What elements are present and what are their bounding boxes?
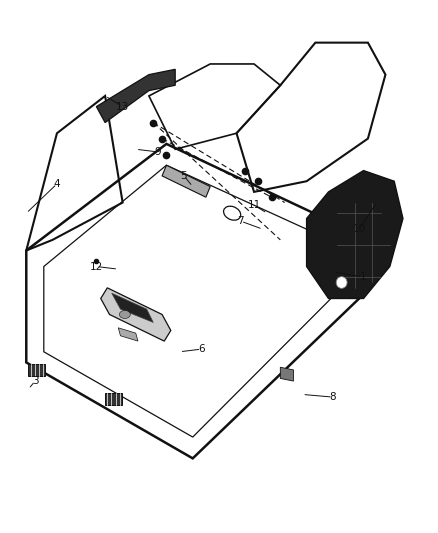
Polygon shape [28, 364, 45, 376]
Text: 11: 11 [247, 200, 261, 210]
Text: 4: 4 [53, 179, 60, 189]
Text: 3: 3 [32, 376, 39, 386]
Polygon shape [105, 393, 122, 405]
Text: 5: 5 [180, 171, 187, 181]
Text: 12: 12 [90, 262, 103, 271]
Polygon shape [162, 165, 210, 197]
Ellipse shape [119, 310, 130, 318]
Polygon shape [101, 288, 171, 341]
Text: 8: 8 [329, 392, 336, 402]
Polygon shape [307, 171, 403, 298]
Text: 7: 7 [237, 216, 244, 226]
Text: 6: 6 [198, 344, 205, 354]
Polygon shape [96, 69, 175, 123]
Polygon shape [118, 328, 138, 341]
Polygon shape [112, 293, 153, 322]
Text: 13: 13 [116, 102, 129, 111]
Text: 10: 10 [353, 224, 366, 234]
Polygon shape [280, 367, 293, 381]
Text: 1: 1 [360, 272, 367, 282]
Text: 9: 9 [154, 147, 161, 157]
Ellipse shape [336, 277, 347, 288]
